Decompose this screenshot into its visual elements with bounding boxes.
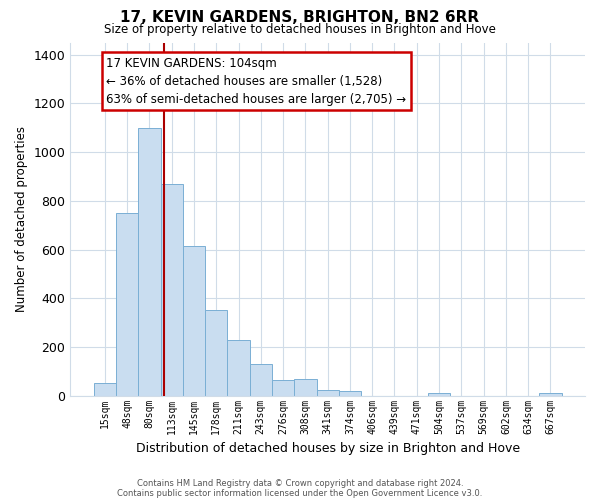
Bar — [161, 184, 183, 396]
Bar — [339, 391, 361, 396]
Bar — [227, 340, 250, 396]
Y-axis label: Number of detached properties: Number of detached properties — [15, 126, 28, 312]
Text: Contains HM Land Registry data © Crown copyright and database right 2024.: Contains HM Land Registry data © Crown c… — [137, 478, 463, 488]
Bar — [205, 310, 227, 396]
Bar — [138, 128, 161, 396]
Bar — [539, 393, 562, 396]
Text: 17 KEVIN GARDENS: 104sqm
← 36% of detached houses are smaller (1,528)
63% of sem: 17 KEVIN GARDENS: 104sqm ← 36% of detach… — [106, 56, 406, 106]
Bar — [250, 364, 272, 396]
Bar — [317, 390, 339, 396]
Text: Contains public sector information licensed under the Open Government Licence v3: Contains public sector information licen… — [118, 488, 482, 498]
Text: Size of property relative to detached houses in Brighton and Hove: Size of property relative to detached ho… — [104, 22, 496, 36]
Bar — [294, 378, 317, 396]
Bar — [183, 246, 205, 396]
Text: 17, KEVIN GARDENS, BRIGHTON, BN2 6RR: 17, KEVIN GARDENS, BRIGHTON, BN2 6RR — [121, 10, 479, 25]
Bar — [94, 384, 116, 396]
Bar — [116, 213, 138, 396]
Bar — [272, 380, 294, 396]
X-axis label: Distribution of detached houses by size in Brighton and Hove: Distribution of detached houses by size … — [136, 442, 520, 455]
Bar — [428, 393, 450, 396]
